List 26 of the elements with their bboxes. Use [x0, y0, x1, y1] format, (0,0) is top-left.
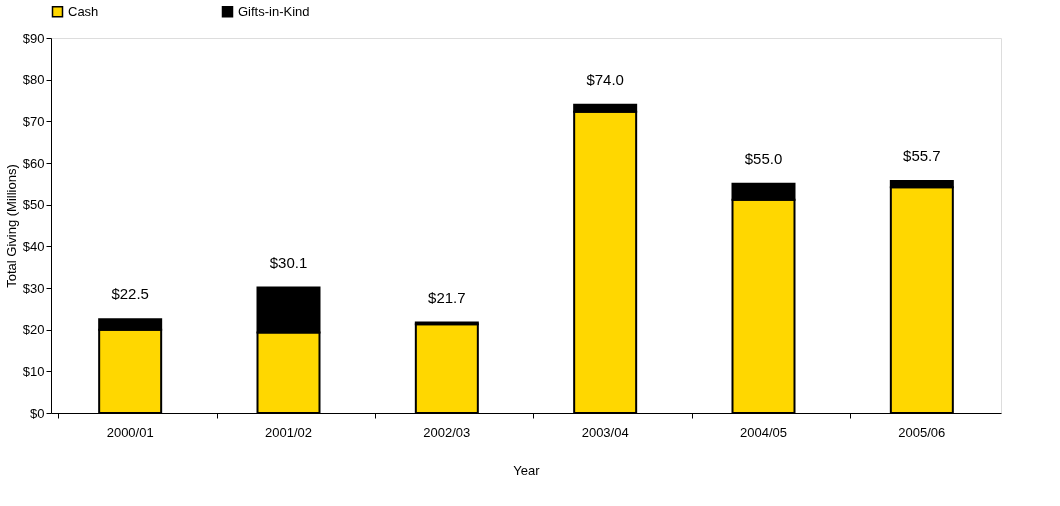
x-tick-label: 2002/03	[423, 424, 471, 440]
legend-label: Cash	[68, 3, 99, 19]
y-tick-label: $30	[22, 280, 45, 296]
total-label: $55.0	[744, 149, 783, 167]
y-tick-label: $90	[22, 30, 45, 46]
y-tick-label: $40	[22, 238, 45, 254]
y-tick-label: $10	[22, 363, 45, 379]
y-axis-title: Total Giving (Millions)	[3, 164, 19, 288]
total-label: $74.0	[586, 70, 624, 88]
y-tick-label: $80	[22, 72, 45, 88]
y-tick-label: $50	[22, 197, 45, 213]
x-tick-label: 2000/01	[106, 424, 154, 440]
total-label: $21.7	[428, 288, 466, 306]
x-axis-title: Year	[513, 462, 541, 478]
y-tick-label: $20	[22, 322, 45, 338]
total-label: $55.7	[903, 146, 941, 164]
total-label: $30.1	[269, 253, 308, 271]
x-tick-label: 2001/02	[265, 424, 312, 440]
total-label: $22.5	[111, 285, 149, 303]
x-tick-label: 2003/04	[581, 424, 629, 440]
y-tick-label: $0	[30, 405, 45, 421]
y-tick-label: $60	[22, 155, 45, 171]
x-tick-label: 2004/05	[740, 424, 787, 440]
legend-label: Gifts-in-Kind	[238, 3, 310, 19]
x-tick-label: 2005/06	[898, 424, 946, 440]
y-tick-label: $70	[22, 113, 45, 129]
